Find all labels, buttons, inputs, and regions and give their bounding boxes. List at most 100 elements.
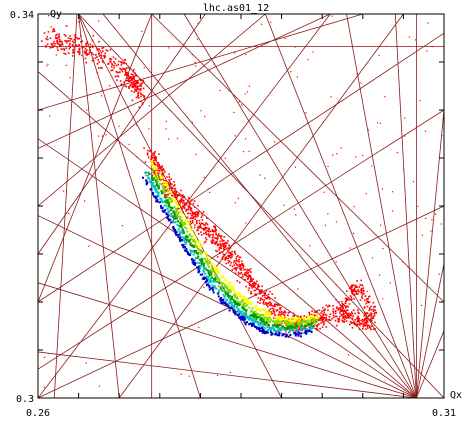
scatter-point <box>308 314 311 316</box>
scatter-point <box>221 258 224 260</box>
band-point <box>222 301 225 304</box>
scatter-point <box>404 135 406 137</box>
band-point <box>183 215 186 217</box>
scatter-point <box>374 305 376 308</box>
scatter-point <box>200 110 202 112</box>
scatter-point <box>197 204 199 207</box>
band-point <box>211 267 214 270</box>
scatter-point <box>353 323 355 325</box>
scatter-point <box>97 53 100 55</box>
band-point <box>169 206 172 209</box>
band-point <box>297 333 300 336</box>
scatter-point <box>58 35 60 37</box>
scatter-point <box>128 86 130 88</box>
scatter-point <box>219 252 221 254</box>
band-point <box>189 242 192 245</box>
scatter-point <box>167 193 170 196</box>
scatter-point <box>101 67 103 69</box>
scatter-point <box>219 244 222 246</box>
scatter-point <box>137 88 139 90</box>
scatter-point <box>361 297 364 299</box>
band-point <box>274 333 277 336</box>
scatter-point <box>426 50 428 52</box>
scatter-point <box>371 165 373 167</box>
scatter-point <box>238 263 241 266</box>
band-point <box>242 314 245 317</box>
scatter-point <box>179 201 182 204</box>
band-point <box>196 246 198 248</box>
scatter-point <box>352 315 354 317</box>
band-point <box>309 325 312 328</box>
scatter-point <box>146 152 149 154</box>
band-point <box>272 329 275 332</box>
scatter-point <box>128 67 130 70</box>
band-point <box>163 188 165 191</box>
scatter-point <box>228 256 231 258</box>
band-point <box>290 325 293 328</box>
band-point <box>203 251 206 254</box>
scatter-point <box>365 323 367 325</box>
band-point <box>297 331 300 334</box>
band-point <box>200 265 203 268</box>
scatter-point <box>237 265 240 268</box>
scatter-point <box>373 313 376 315</box>
scatter-point <box>267 296 269 298</box>
scatter-point <box>326 318 328 321</box>
scatter-point <box>242 151 245 153</box>
band-point <box>157 187 160 190</box>
scatter-point <box>49 47 52 49</box>
scatter-point <box>234 250 236 253</box>
band-point <box>161 209 164 212</box>
scatter-point <box>50 43 53 45</box>
scatter-point <box>195 153 197 156</box>
band-point <box>194 263 197 266</box>
scatter-point <box>222 248 225 250</box>
band-point <box>264 327 267 330</box>
scatter-point <box>135 89 138 92</box>
scatter-point <box>220 237 222 239</box>
band-point <box>227 305 230 308</box>
scatter-point <box>137 94 139 96</box>
scatter-point <box>261 295 264 297</box>
band-point <box>220 287 222 290</box>
scatter-point <box>279 309 282 311</box>
band-point <box>166 207 169 210</box>
scatter-point <box>228 248 230 251</box>
band-point <box>208 262 211 265</box>
band-point <box>167 209 170 212</box>
band-point <box>199 273 202 276</box>
scatter-point <box>212 233 215 236</box>
scatter-point <box>52 46 54 49</box>
scatter-point <box>272 316 275 319</box>
scatter-point <box>201 222 203 224</box>
band-point <box>185 227 188 230</box>
scatter-point <box>46 43 49 46</box>
band-point <box>185 237 188 240</box>
scatter-point <box>244 138 247 140</box>
scatter-point <box>238 261 240 263</box>
scatter-point <box>218 247 221 249</box>
band-point <box>149 181 152 183</box>
scatter-point <box>363 323 365 325</box>
band-point <box>215 266 218 269</box>
band-point <box>243 304 246 307</box>
band-point <box>280 322 282 325</box>
scatter-point <box>301 328 304 330</box>
scatter-point <box>353 298 355 300</box>
scatter-point <box>252 278 255 280</box>
scatter-point <box>217 243 219 245</box>
band-point <box>267 317 270 319</box>
scatter-point <box>176 194 179 196</box>
scatter-point <box>119 71 121 73</box>
scatter-point <box>54 43 56 45</box>
scatter-point <box>188 212 190 215</box>
band-point <box>158 201 161 204</box>
band-point <box>313 319 315 322</box>
scatter-point <box>300 323 303 325</box>
scatter-point <box>320 312 322 314</box>
scatter-point <box>360 82 362 84</box>
band-point <box>200 260 203 263</box>
scatter-point <box>161 166 163 169</box>
band-point <box>283 326 286 329</box>
